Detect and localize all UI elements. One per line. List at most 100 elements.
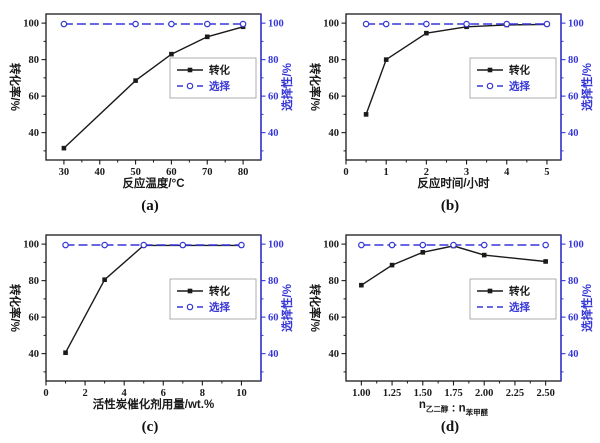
legend-label-conversion: 转化 — [209, 285, 230, 298]
series-selectivity — [62, 241, 245, 249]
panel-label-a: (a) — [141, 198, 159, 214]
data-point-circle — [542, 241, 549, 249]
data-point-circle — [140, 241, 148, 249]
y-tick-label-right: 100 — [568, 240, 584, 251]
panel-label-d: (d) — [440, 419, 460, 435]
legend-label-selectivity: 选择 — [209, 80, 230, 93]
data-point-square — [63, 350, 68, 356]
data-point-circle — [543, 20, 551, 28]
data-point-circle — [60, 20, 68, 28]
data-point-circle — [132, 20, 139, 28]
y-tick-label-right: 80 — [568, 55, 579, 66]
data-point-circle — [388, 241, 396, 249]
legend-box — [169, 278, 257, 320]
x-tick-label: 8 — [200, 388, 205, 399]
chart-a-svg: 30 40 50 60 70 80 40 60 80 100 40 60 80 100 转化率/% 选择性/%… — [8, 13, 294, 190]
x-axis-title: 活性炭催化剂用量/wt.% — [93, 397, 214, 411]
x-axis: 0 2 4 6 8 10 — [43, 381, 247, 399]
y-axis-left: 40 60 80 100 — [23, 240, 46, 373]
series-selectivity — [362, 20, 551, 28]
x-tick-label: 0 — [343, 167, 348, 178]
y-axis-right: 40 60 80 100 — [561, 19, 584, 152]
chart-panel-a: 30 40 50 60 70 80 40 60 80 100 40 60 80 100 转化率/% 选择性/%… — [0, 0, 300, 221]
y-axis-left: 40 60 80 100 — [23, 19, 46, 152]
x-tick-label: 40 — [95, 167, 106, 178]
x-tick-label: 80 — [238, 167, 249, 178]
data-point-square — [363, 112, 369, 117]
x-axis-title: n乙二醇 : n苯甲醛 — [419, 399, 489, 417]
data-point-square — [420, 250, 426, 255]
x-axis: 30 40 50 60 70 80 — [59, 160, 249, 178]
data-point-circle — [168, 20, 175, 28]
legend-label-selectivity: 选择 — [509, 80, 530, 93]
y-tick-label-right: 60 — [568, 92, 579, 103]
y-tick-label-left: 60 — [29, 92, 40, 103]
data-point-square — [133, 78, 138, 83]
y-tick-label-left: 100 — [23, 19, 39, 30]
chart-d-svg: 1.00 1.25 1.50 1.75 2.00 2.25 2.50 40 60 80 100 40 6… — [308, 234, 594, 417]
legend-marker-square — [187, 288, 193, 294]
data-point-circle — [463, 20, 470, 28]
x-tick-label: 2.25 — [506, 388, 524, 399]
legend-marker-circle — [186, 82, 194, 90]
data-point-square — [61, 145, 67, 151]
y-tick-label-left: 40 — [329, 128, 340, 139]
y-axis-right: 40 60 80 100 — [561, 240, 584, 373]
y-tick-label-right: 60 — [268, 313, 279, 324]
data-point-square — [102, 277, 107, 283]
panel-label-b: (b) — [440, 198, 460, 214]
y-tick-label-right: 80 — [268, 276, 279, 287]
legend-label-selectivity: 选择 — [209, 301, 230, 314]
panel-label-c: (c) — [141, 419, 159, 435]
y-tick-label-left: 80 — [29, 55, 40, 66]
y-tick-label-left: 80 — [329, 55, 340, 66]
legend-box — [469, 57, 557, 99]
chart-panel-b: 0 1 2 3 4 5 40 60 80 100 40 60 80 100 转化率/% 选择性/% 反应时间/小… — [300, 0, 600, 221]
y-tick-label-left: 100 — [323, 19, 339, 30]
legend-box — [169, 57, 257, 99]
legend-box — [469, 278, 557, 320]
x-tick-label: 4 — [504, 167, 510, 178]
x-tick-label: 6 — [161, 388, 166, 399]
y-axis-title-left: 转化率/% — [308, 284, 322, 332]
x-tick-label: 3 — [464, 167, 469, 178]
data-point-circle — [480, 241, 488, 249]
y-tick-label-left: 40 — [329, 349, 340, 360]
y-tick-label-right: 80 — [568, 276, 579, 287]
y-axis-left: 40 60 80 100 — [323, 19, 346, 152]
x-tick-label: 30 — [59, 167, 70, 178]
x-axis-title: 反应时间/小时 — [417, 176, 490, 190]
x-axis-title-subscript: 乙二醇 — [426, 404, 449, 414]
y-tick-label-right: 40 — [268, 349, 279, 360]
series-line-conversion — [361, 245, 546, 286]
chart-b-svg: 0 1 2 3 4 5 40 60 80 100 40 60 80 100 转化率/% 选择性/% 反应时间/小… — [308, 13, 594, 190]
data-point-square — [383, 57, 389, 62]
x-axis-title: 反应温度/°C — [122, 176, 184, 190]
y-tick-label-right: 60 — [268, 92, 279, 103]
y-axis-right: 40 60 80 100 — [261, 19, 284, 152]
legend-marker-circle — [186, 303, 194, 311]
y-tick-label-right: 100 — [568, 19, 584, 30]
y-tick-label-right: 100 — [268, 19, 284, 30]
y-axis-title-left: 转化率/% — [8, 284, 22, 332]
data-point-circle — [239, 20, 247, 28]
data-point-circle — [362, 20, 370, 28]
x-tick-label: 0 — [43, 388, 48, 399]
x-tick-label: 1.75 — [444, 388, 462, 399]
data-point-square — [359, 282, 364, 288]
legend-marker-square — [487, 67, 493, 73]
data-point-circle — [179, 241, 187, 249]
series-selectivity — [60, 20, 247, 28]
data-point-square — [543, 259, 548, 264]
y-tick-label-left: 100 — [23, 240, 39, 251]
x-tick-label: 2 — [424, 167, 429, 178]
data-point-square — [424, 30, 429, 36]
y-tick-label-left: 60 — [29, 313, 40, 324]
y-tick-label-left: 40 — [29, 128, 40, 139]
chart-panel-c: 0 2 4 6 8 10 40 60 80 100 40 60 80 100 转化率/% 选择性/% 活性炭催化… — [0, 221, 300, 443]
y-tick-label-right: 40 — [268, 128, 279, 139]
